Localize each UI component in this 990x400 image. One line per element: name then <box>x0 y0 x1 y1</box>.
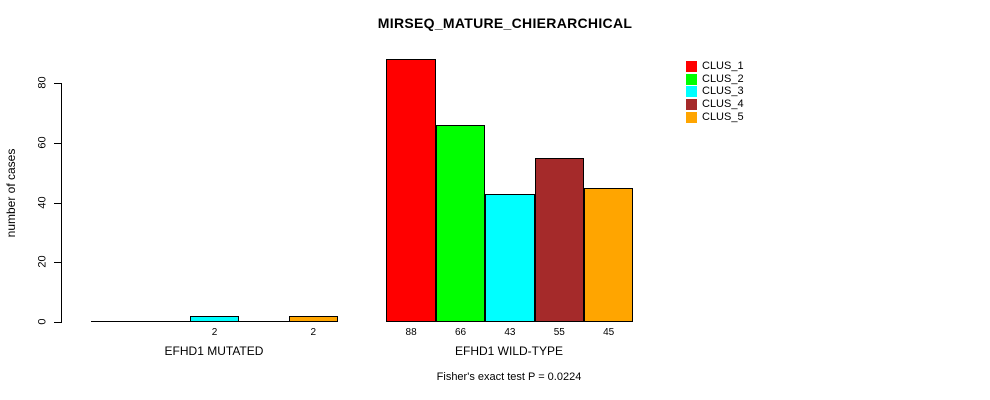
legend-item-label: CLUS_2 <box>702 72 744 85</box>
bar-clus_5-group1 <box>288 316 338 322</box>
legend-swatch-icon <box>686 99 697 111</box>
bar-clus_1-group2 <box>386 59 436 322</box>
y-tick-mark <box>54 142 61 144</box>
bar-clus_3-group1 <box>189 316 240 322</box>
y-tick-mark <box>54 202 61 204</box>
y-tick-label: 40 <box>36 195 49 209</box>
bar-zero-clus_1-group1 <box>91 321 141 322</box>
bar-value-label: 55 <box>553 327 565 338</box>
y-tick-mark <box>54 262 61 264</box>
y-tick-mark <box>54 83 61 84</box>
legend-swatch-icon <box>686 73 697 85</box>
legend-item-clus_5: CLUS_5 <box>686 111 744 124</box>
legend-swatch-icon <box>686 86 697 98</box>
y-tick-label: 80 <box>36 76 49 89</box>
bar-value-label: 66 <box>454 327 467 338</box>
legend-item-clus_3: CLUS_3 <box>686 86 744 99</box>
legend: CLUS_1 CLUS_2 CLUS_3 CLUS_4 CLUS_5 <box>686 60 744 124</box>
legend-item-clus_1: CLUS_1 <box>686 60 744 73</box>
x-group-label-wildtype: EFHD1 WILD-TYPE <box>454 344 563 358</box>
fisher-test-note: Fisher's exact test P = 0.0224 <box>436 371 582 383</box>
legend-swatch-icon <box>686 112 697 124</box>
bar-value-label: 43 <box>504 327 516 338</box>
bar-zero-clus_2-group1 <box>140 321 190 322</box>
legend-item-label: CLUS_1 <box>702 59 744 72</box>
legend-item-clus_2: CLUS_2 <box>686 73 744 86</box>
chart-title: MIRSEQ_MATURE_CHIERARCHICAL <box>377 15 633 31</box>
bar-zero-clus_4-group1 <box>239 321 289 322</box>
y-axis-line <box>61 83 62 323</box>
bar-clus_2-group2 <box>435 124 486 322</box>
y-tick-mark <box>54 322 61 323</box>
legend-item-clus_4: CLUS_4 <box>686 98 744 111</box>
x-group-label-mutated: EFHD1 MUTATED <box>164 344 264 358</box>
y-tick-label: 0 <box>36 318 49 325</box>
bar-clus_5-group2 <box>584 187 634 322</box>
legend-item-label: CLUS_3 <box>702 85 744 98</box>
y-axis-label: number of cases <box>4 148 18 238</box>
legend-item-label: CLUS_4 <box>702 98 744 111</box>
bar-clus_3-group2 <box>485 193 535 322</box>
legend-swatch-icon <box>686 60 697 72</box>
bar-clus_4-group2 <box>534 157 584 322</box>
bar-value-label: 2 <box>211 327 218 338</box>
bar-value-label: 88 <box>405 327 417 338</box>
legend-item-label: CLUS_5 <box>702 111 744 124</box>
y-tick-label: 60 <box>36 136 49 149</box>
y-tick-label: 20 <box>36 255 49 268</box>
bar-value-label: 2 <box>310 327 317 338</box>
bar-value-label: 45 <box>603 327 615 338</box>
